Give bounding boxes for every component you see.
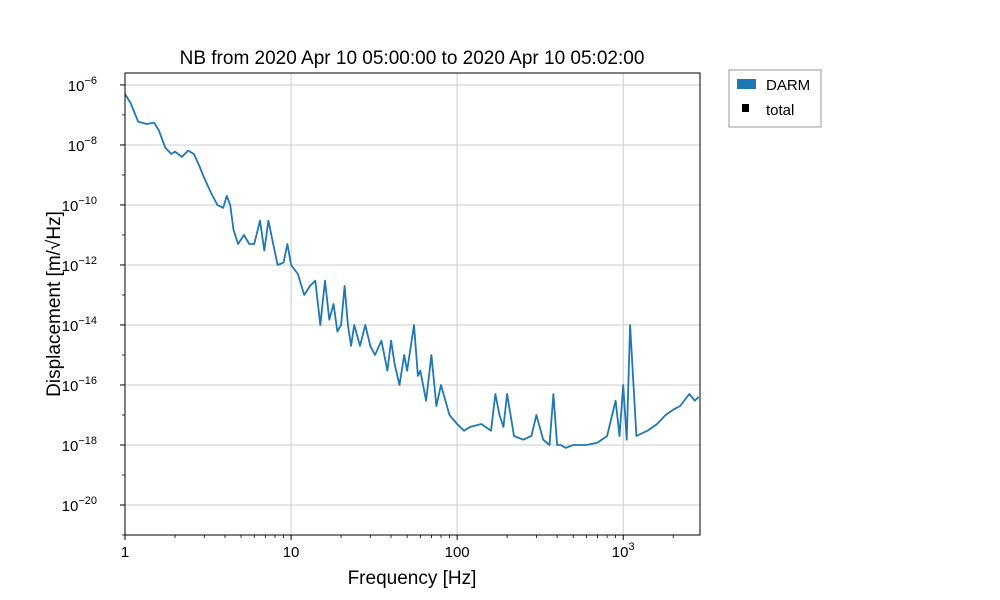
legend-swatch-total bbox=[742, 104, 749, 112]
tick-marks bbox=[120, 84, 674, 540]
x-tick-label: 1 bbox=[121, 544, 129, 561]
x-tick-label: 100 bbox=[445, 544, 470, 561]
y-tick-label: 10−16 bbox=[62, 375, 97, 395]
y-axis-label: Displacement [m/√Hz] bbox=[44, 211, 65, 397]
x-tick-label: 10 bbox=[283, 544, 300, 561]
y-tick-label: 10−12 bbox=[62, 255, 97, 275]
legend: DARM total bbox=[728, 69, 822, 128]
y-tick-label: 10−20 bbox=[62, 495, 97, 515]
legend-swatch-darm bbox=[737, 79, 756, 89]
y-tick-label: 10−10 bbox=[62, 195, 97, 215]
y-tick-label: 10−6 bbox=[68, 75, 97, 95]
y-tick-label: 10−14 bbox=[62, 315, 97, 335]
x-axis-label: Frequency [Hz] bbox=[348, 568, 477, 589]
legend-label-darm: DARM bbox=[766, 77, 810, 94]
series-line-darm bbox=[124, 93, 700, 449]
series-layer bbox=[124, 93, 700, 449]
x-tick-labels: 1 10 100 103 bbox=[121, 541, 635, 561]
y-tick-label: 10−18 bbox=[62, 435, 97, 455]
chart-title: NB from 2020 Apr 10 05:00:00 to 2020 Apr… bbox=[180, 48, 645, 69]
y-tick-labels: 10−6 10−8 10−10 10−12 10−14 10−16 10−18 10−20 bbox=[62, 75, 97, 515]
plot-frame bbox=[124, 72, 701, 536]
y-tick-label: 10−8 bbox=[68, 135, 97, 155]
plot-area bbox=[120, 72, 701, 540]
legend-label-total: total bbox=[766, 102, 794, 119]
x-tick-label: 103 bbox=[612, 541, 635, 561]
grid-lines bbox=[124, 73, 700, 535]
